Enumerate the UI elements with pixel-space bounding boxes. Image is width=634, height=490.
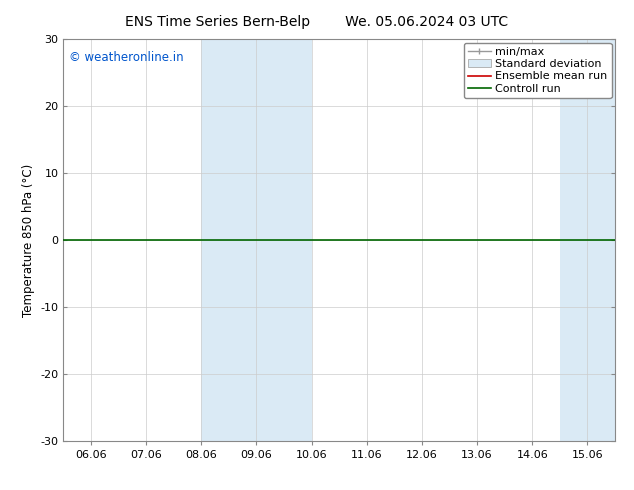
Text: © weatheronline.in: © weatheronline.in <box>69 51 183 64</box>
Legend: min/max, Standard deviation, Ensemble mean run, Controll run: min/max, Standard deviation, Ensemble me… <box>464 43 612 98</box>
Bar <box>202 39 312 441</box>
Text: ENS Time Series Bern-Belp        We. 05.06.2024 03 UTC: ENS Time Series Bern-Belp We. 05.06.2024… <box>126 15 508 29</box>
Bar <box>560 39 615 441</box>
Y-axis label: Temperature 850 hPa (°C): Temperature 850 hPa (°C) <box>22 164 35 317</box>
